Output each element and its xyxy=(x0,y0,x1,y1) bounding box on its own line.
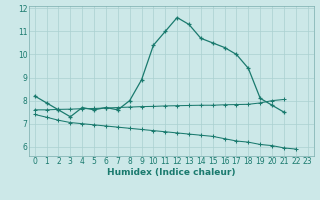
X-axis label: Humidex (Indice chaleur): Humidex (Indice chaleur) xyxy=(107,168,236,177)
